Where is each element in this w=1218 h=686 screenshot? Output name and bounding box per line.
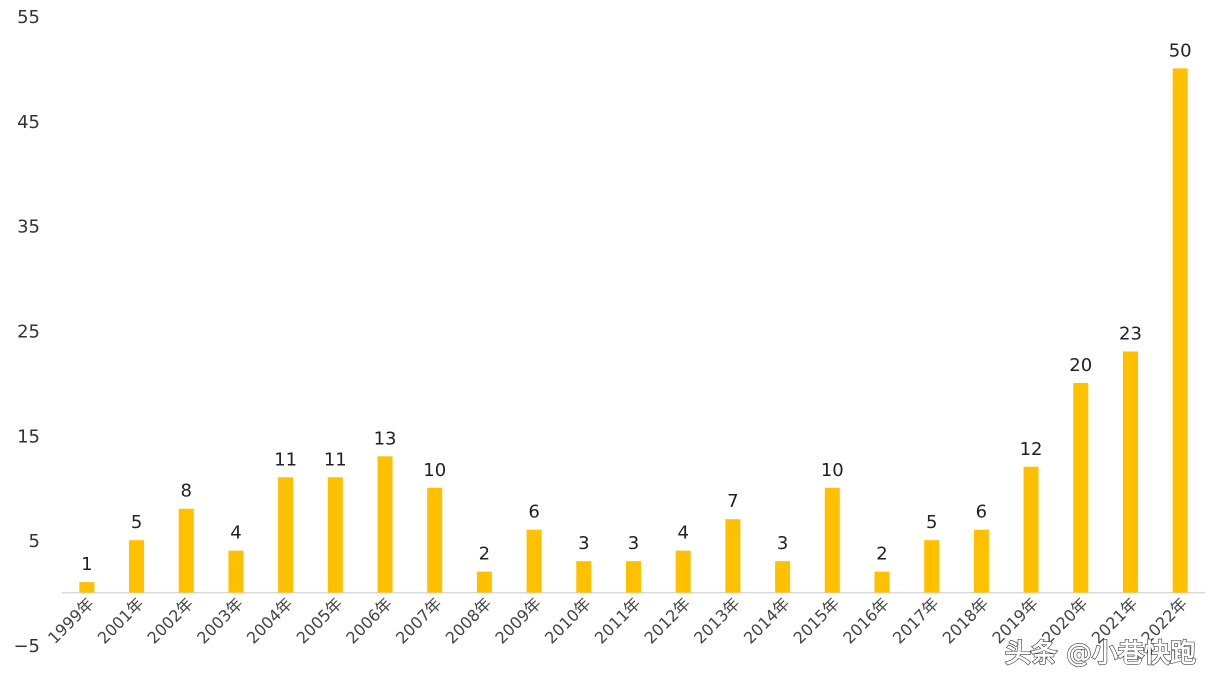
x-tick-label: 2014年 bbox=[740, 594, 794, 648]
data-label: 12 bbox=[1020, 439, 1043, 460]
data-label: 2 bbox=[876, 544, 887, 565]
bar bbox=[675, 550, 691, 593]
data-label: 13 bbox=[374, 428, 397, 449]
y-tick-label: 15 bbox=[17, 426, 40, 447]
data-label: 11 bbox=[274, 449, 297, 470]
x-tick-label: 2006年 bbox=[342, 594, 396, 648]
x-tick-label: 2009年 bbox=[491, 594, 545, 648]
bar bbox=[1122, 351, 1138, 593]
x-tick-label: 2012年 bbox=[640, 594, 694, 648]
bar bbox=[476, 571, 492, 593]
data-label: 20 bbox=[1069, 355, 1092, 376]
x-tick-label: 2004年 bbox=[243, 594, 297, 648]
x-tick-label: 2002年 bbox=[144, 594, 198, 648]
y-tick-label: 35 bbox=[17, 217, 40, 238]
data-label: 4 bbox=[677, 523, 688, 544]
bar bbox=[725, 519, 741, 593]
x-tick-label: 2008年 bbox=[442, 594, 496, 648]
x-tick-label: 2015年 bbox=[790, 594, 844, 648]
bar bbox=[1073, 382, 1089, 593]
data-label: 3 bbox=[628, 533, 639, 554]
bar bbox=[427, 487, 443, 593]
x-tick-label: 2013年 bbox=[690, 594, 744, 648]
bar bbox=[874, 571, 890, 593]
data-label: 50 bbox=[1169, 40, 1192, 61]
y-tick-label: −5 bbox=[13, 636, 40, 657]
data-label: 8 bbox=[181, 481, 192, 502]
bar bbox=[278, 477, 294, 593]
data-label: 10 bbox=[821, 460, 844, 481]
bar bbox=[1172, 68, 1188, 593]
bar bbox=[924, 540, 940, 593]
bar bbox=[824, 487, 840, 593]
y-axis-ticks: −5 5 15 25 35 45 55 bbox=[13, 7, 40, 657]
bar bbox=[626, 561, 641, 593]
x-tick-label: 2018年 bbox=[939, 594, 993, 648]
bar bbox=[1023, 466, 1039, 593]
data-label: 6 bbox=[528, 502, 539, 523]
data-label: 23 bbox=[1119, 323, 1142, 344]
bars bbox=[79, 68, 1188, 593]
y-tick-label: 45 bbox=[17, 112, 40, 133]
bar bbox=[526, 529, 542, 593]
bar bbox=[178, 508, 194, 593]
data-label: 10 bbox=[423, 460, 446, 481]
x-tick-label: 2010年 bbox=[541, 594, 595, 648]
bar bbox=[973, 529, 989, 593]
bar bbox=[327, 477, 343, 593]
x-tick-label: 2005年 bbox=[293, 594, 347, 648]
data-label: 11 bbox=[324, 449, 347, 470]
data-label: 7 bbox=[727, 491, 738, 512]
x-tick-label: 2011年 bbox=[591, 594, 645, 648]
data-label: 3 bbox=[578, 533, 589, 554]
data-label: 2 bbox=[479, 544, 490, 565]
data-label: 5 bbox=[131, 512, 142, 533]
y-tick-label: 25 bbox=[17, 322, 40, 343]
x-tick-label: 1999年 bbox=[44, 594, 98, 648]
bar bbox=[129, 540, 145, 593]
data-label: 5 bbox=[926, 512, 937, 533]
bar bbox=[576, 561, 592, 593]
data-label: 6 bbox=[976, 502, 987, 523]
x-tick-label: 2001年 bbox=[94, 594, 148, 648]
bar bbox=[377, 456, 393, 593]
x-tick-label: 2007年 bbox=[392, 594, 446, 648]
data-labels: 1 5 8 4 11 11 13 10 2 6 3 3 4 7 3 10 2 5 6 12 20 23 50 bbox=[81, 40, 1191, 575]
bar bbox=[79, 582, 95, 593]
x-tick-label: 2017年 bbox=[889, 594, 943, 648]
x-tick-label: 2003年 bbox=[193, 594, 247, 648]
watermark: 头条 @小巷快跑 bbox=[1005, 639, 1196, 669]
bar bbox=[228, 550, 244, 593]
x-tick-label: 2016年 bbox=[839, 594, 893, 648]
bar bbox=[775, 561, 791, 593]
data-label: 1 bbox=[81, 554, 92, 575]
data-label: 3 bbox=[777, 533, 788, 554]
data-label: 4 bbox=[230, 523, 241, 544]
y-tick-label: 5 bbox=[29, 531, 40, 552]
y-tick-label: 55 bbox=[17, 7, 40, 28]
